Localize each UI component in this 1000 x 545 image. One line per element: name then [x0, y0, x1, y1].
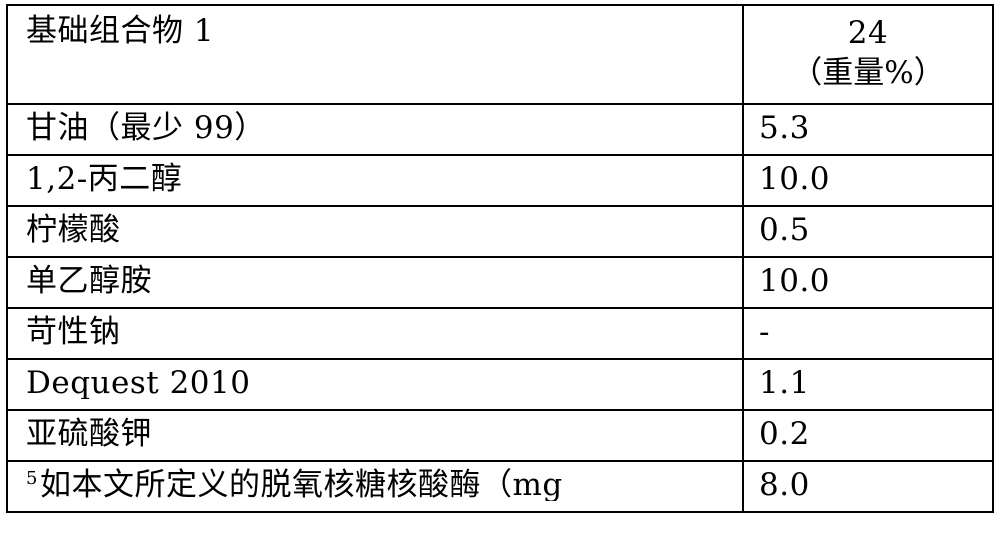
row-name-label-with-footnote: 5如本文所定义的脱氧核糖核酸酶（mg — [8, 462, 742, 501]
cell-name: Dequest 2010 — [7, 359, 743, 410]
row-value-label: 8.0 — [744, 462, 992, 501]
header-value-block: 24 （重量%） — [744, 6, 992, 93]
row-value-label: 0.5 — [744, 207, 992, 246]
row-value-label: - — [744, 309, 992, 348]
row-name-label: 如本文所定义的脱氧核糖核酸酶（mg — [40, 467, 563, 501]
table-row: 苛性钠 - — [7, 308, 993, 359]
header-name-label: 基础组合物 1 — [8, 6, 742, 50]
cell-name: 甘油（最少 99） — [7, 104, 743, 155]
cell-value: 10.0 — [743, 257, 993, 308]
table-row: 单乙醇胺 10.0 — [7, 257, 993, 308]
cell-value: - — [743, 308, 993, 359]
cell-value: 0.2 — [743, 410, 993, 461]
header-cell-value: 24 （重量%） — [743, 5, 993, 104]
row-value-label: 1.1 — [744, 360, 992, 399]
row-name-label: Dequest 2010 — [8, 360, 742, 399]
cell-value: 1.1 — [743, 359, 993, 410]
cell-name: 单乙醇胺 — [7, 257, 743, 308]
cell-value: 0.5 — [743, 206, 993, 257]
table-header-row: 基础组合物 1 24 （重量%） — [7, 5, 993, 104]
cell-value: 5.3 — [743, 104, 993, 155]
row-name-label: 甘油（最少 99） — [8, 105, 742, 144]
composition-table-container: 基础组合物 1 24 （重量%） 甘油（最少 99） 5.3 — [6, 4, 992, 513]
cell-value: 8.0 — [743, 461, 993, 512]
row-value-label: 10.0 — [744, 156, 992, 195]
composition-table: 基础组合物 1 24 （重量%） 甘油（最少 99） 5.3 — [6, 4, 994, 513]
row-value-label: 5.3 — [744, 105, 992, 144]
cell-name: 亚硫酸钾 — [7, 410, 743, 461]
row-value-label: 0.2 — [744, 411, 992, 450]
table-row: 柠檬酸 0.5 — [7, 206, 993, 257]
table-row: Dequest 2010 1.1 — [7, 359, 993, 410]
cell-value: 10.0 — [743, 155, 993, 206]
row-name-label: 柠檬酸 — [8, 207, 742, 246]
header-value-line-2: （重量%） — [744, 54, 992, 94]
document-page: 基础组合物 1 24 （重量%） 甘油（最少 99） 5.3 — [0, 0, 1000, 545]
row-value-label: 10.0 — [744, 258, 992, 297]
cell-name: 1,2-丙二醇 — [7, 155, 743, 206]
row-name-label: 亚硫酸钾 — [8, 411, 742, 450]
header-cell-name: 基础组合物 1 — [7, 5, 743, 104]
table-row: 5如本文所定义的脱氧核糖核酸酶（mg 8.0 — [7, 461, 993, 512]
cell-name: 苛性钠 — [7, 308, 743, 359]
table-row: 甘油（最少 99） 5.3 — [7, 104, 993, 155]
cell-name: 柠檬酸 — [7, 206, 743, 257]
header-value-line-1: 24 — [744, 14, 992, 54]
row-name-label: 苛性钠 — [8, 309, 742, 348]
row-name-label: 1,2-丙二醇 — [8, 156, 742, 195]
table-row: 1,2-丙二醇 10.0 — [7, 155, 993, 206]
cell-name: 5如本文所定义的脱氧核糖核酸酶（mg — [7, 461, 743, 512]
table-row: 亚硫酸钾 0.2 — [7, 410, 993, 461]
footnote-marker: 5 — [26, 468, 40, 489]
row-name-label: 单乙醇胺 — [8, 258, 742, 297]
